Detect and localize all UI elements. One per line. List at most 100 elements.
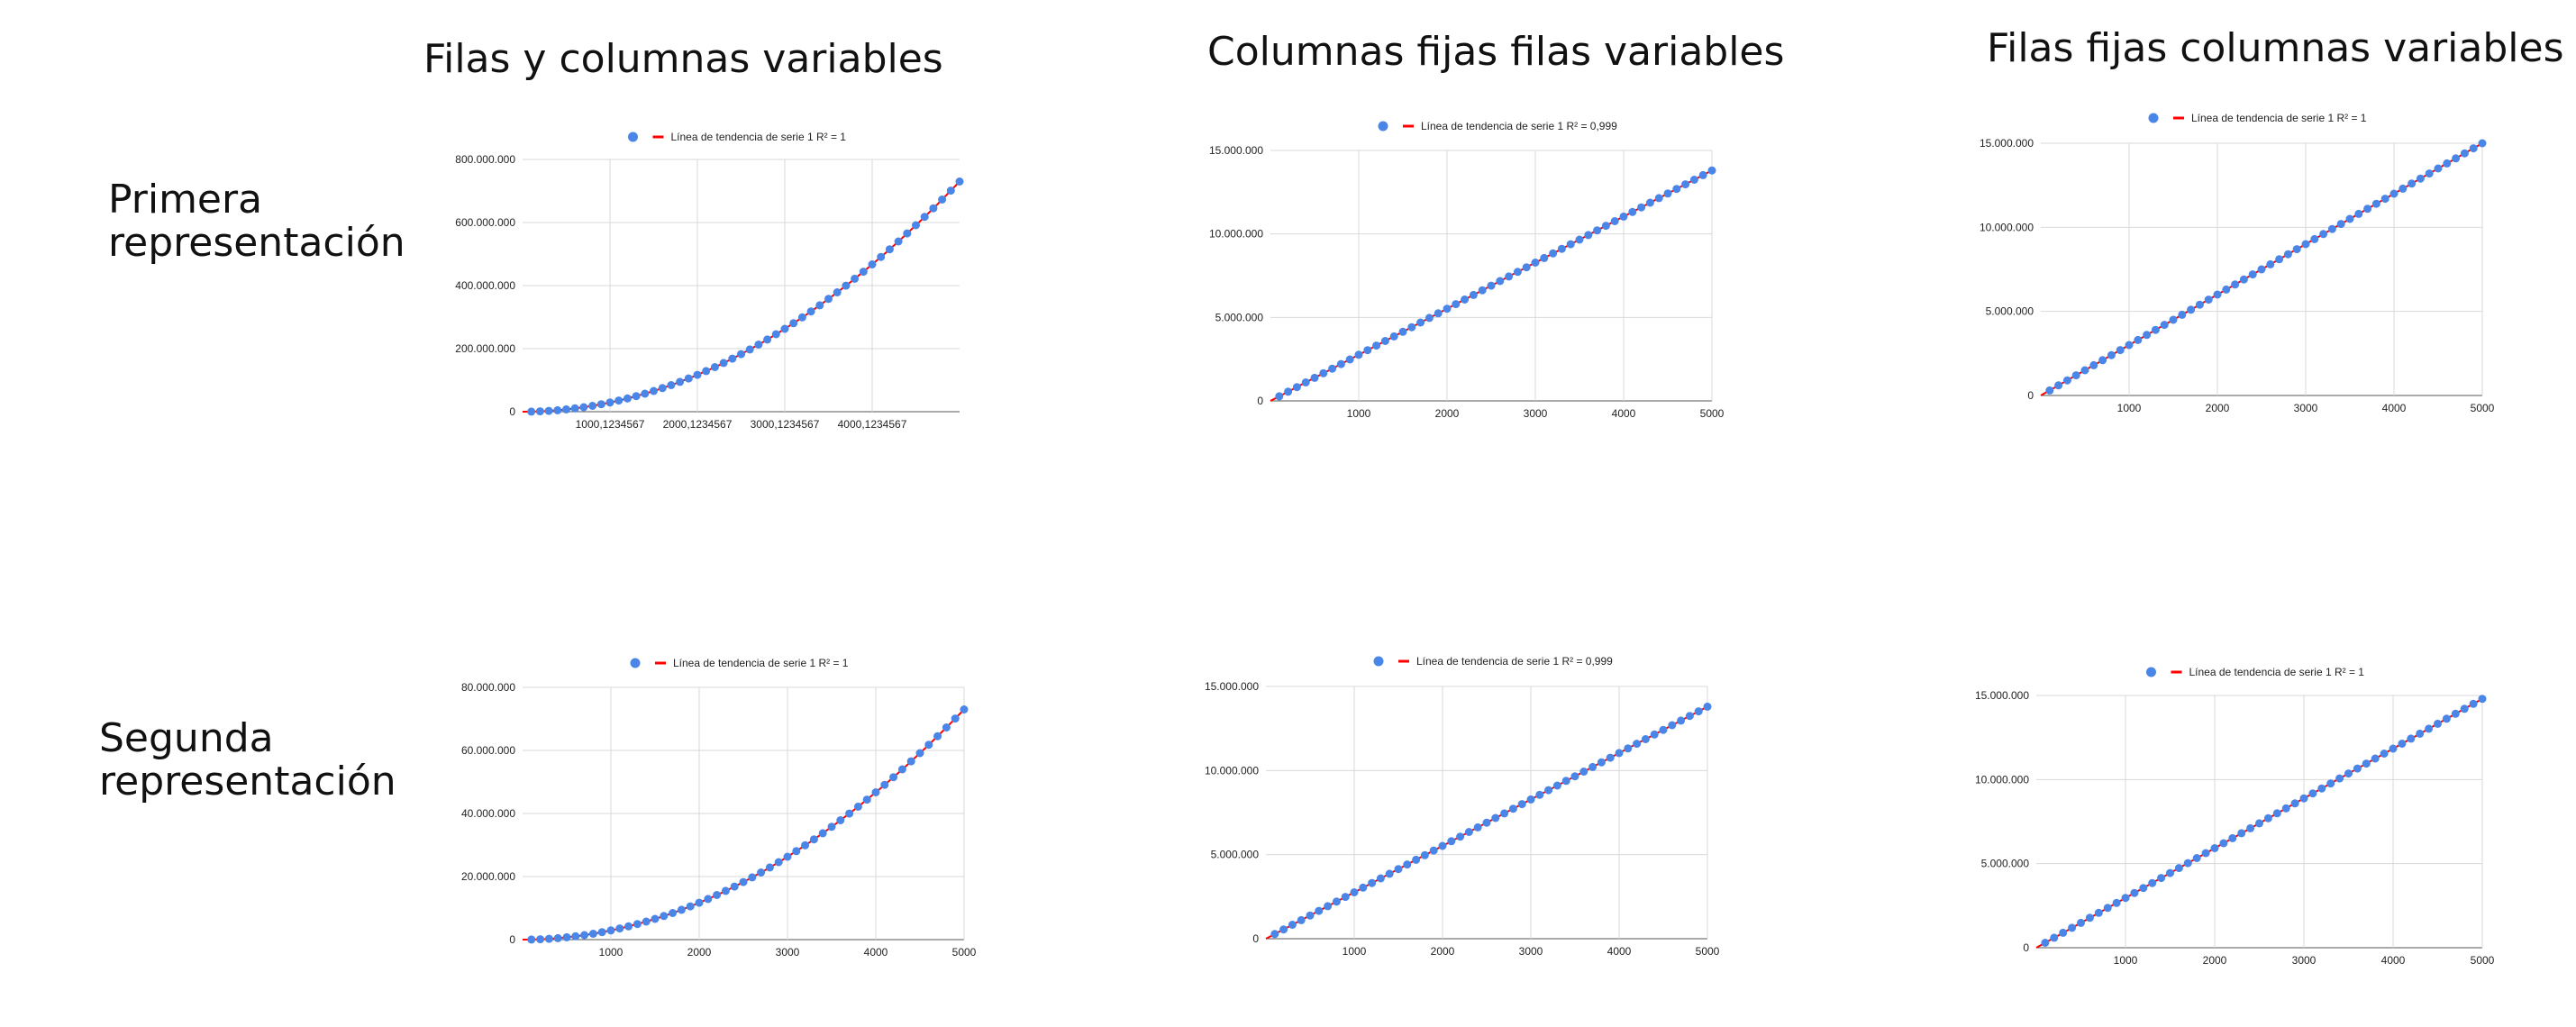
data-point	[1513, 268, 1522, 277]
data-point	[2469, 699, 2478, 708]
data-point	[658, 384, 667, 393]
data-point	[1324, 902, 1333, 911]
data-point	[1588, 762, 1597, 771]
data-point	[721, 886, 730, 895]
data-point	[1297, 915, 1306, 924]
data-point	[1412, 855, 1421, 864]
data-point	[2237, 829, 2246, 838]
data-point	[2248, 270, 2257, 279]
x-tick-label: 4000	[1607, 945, 1632, 958]
y-tick-label: 5.000.000	[1981, 858, 2030, 870]
data-point	[2371, 754, 2380, 763]
trend-line	[522, 180, 960, 413]
y-tick-label: 15.000.000	[1975, 689, 2029, 702]
data-point	[1505, 272, 1514, 281]
data-point	[885, 245, 894, 254]
data-point	[1707, 166, 1716, 175]
data-point	[2071, 371, 2080, 380]
data-point	[2222, 285, 2231, 294]
data-point	[2345, 214, 2354, 223]
chart-second-variable: Línea de tendencia de serie 1 R² = 1 0 20.…	[461, 657, 977, 959]
trend-line	[522, 708, 965, 941]
data-point	[650, 386, 658, 395]
data-point	[2363, 204, 2372, 214]
data-point	[2210, 844, 2219, 852]
data-point	[667, 381, 676, 389]
data-point	[2174, 864, 2183, 873]
data-point	[1380, 337, 1389, 345]
x-tick-label: 5000	[1700, 407, 1725, 420]
data-point	[677, 905, 686, 914]
chart-first-fixed-rows: Línea de tendencia de serie 1 R² = 1 0 5.0…	[1980, 112, 2495, 414]
data-point	[579, 403, 588, 412]
data-point	[562, 404, 570, 414]
data-point	[1292, 383, 1301, 392]
data-point	[1508, 804, 1517, 813]
data-point	[1624, 744, 1633, 753]
data-point	[2425, 169, 2434, 178]
data-point	[2112, 898, 2121, 907]
x-tick-label: 4000	[864, 946, 888, 959]
data-point	[2292, 245, 2301, 254]
data-point	[1319, 368, 1328, 377]
data-point	[818, 829, 827, 838]
data-point	[1394, 865, 1403, 874]
data-point	[2166, 868, 2174, 877]
data-point	[1650, 730, 1659, 739]
data-point	[806, 307, 815, 316]
data-point	[2416, 729, 2425, 738]
row-label-second-line1: Segunda	[99, 715, 274, 761]
data-point	[2231, 280, 2240, 289]
data-point	[889, 773, 898, 782]
legend-trend-label: Línea de tendencia de serie 1 R² = 1	[2189, 666, 2365, 678]
data-point	[737, 350, 745, 359]
data-point	[868, 260, 877, 268]
data-point	[1531, 259, 1540, 267]
data-point	[2301, 240, 2310, 249]
x-tick-label: 5000	[2471, 402, 2495, 414]
data-point	[2195, 300, 2204, 309]
data-point	[1694, 707, 1703, 716]
data-point	[2054, 381, 2063, 390]
data-point	[801, 841, 810, 850]
y-tick-label: 0	[2027, 389, 2034, 402]
data-point	[2125, 341, 2134, 350]
data-point	[1354, 350, 1363, 359]
x-tick-label: 5000	[1696, 945, 1720, 958]
data-point	[1668, 721, 1677, 730]
data-point	[1389, 332, 1398, 341]
x-tick-label: 3000	[1524, 407, 1548, 420]
data-point	[632, 392, 641, 401]
x-tick-label: 1000	[1347, 407, 1371, 420]
data-point	[2201, 849, 2210, 858]
data-point	[815, 301, 824, 310]
data-point	[955, 177, 964, 186]
data-point	[2336, 220, 2345, 229]
legend-trend-label: Línea de tendencia de serie 1 R² = 1	[673, 657, 849, 669]
data-point	[933, 732, 942, 741]
data-point	[1469, 290, 1478, 299]
data-point	[614, 396, 624, 405]
data-point	[2178, 310, 2187, 319]
data-point	[1350, 888, 1359, 896]
data-point	[924, 741, 933, 750]
data-point	[2354, 209, 2363, 218]
data-point	[2434, 164, 2443, 173]
data-point	[2353, 764, 2362, 773]
data-point	[588, 402, 597, 410]
data-point	[2085, 913, 2094, 922]
y-tick-label: 10.000.000	[1980, 221, 2034, 233]
data-point	[2098, 356, 2107, 365]
data-point	[1557, 244, 1566, 253]
data-point	[2380, 195, 2389, 204]
data-point	[2425, 724, 2434, 733]
data-point	[1372, 341, 1381, 350]
column-title-variable-rows-cols: Filas y columnas variables	[423, 36, 943, 82]
data-point	[2371, 199, 2380, 208]
data-point	[2460, 704, 2469, 713]
chart-second-fixed-rows: Línea de tendencia de serie 1 R² = 1 0 5.0…	[1975, 666, 2495, 967]
data-point	[2121, 894, 2130, 903]
data-point	[1407, 323, 1416, 332]
y-tick-label: 0	[509, 405, 515, 418]
data-point	[771, 330, 780, 339]
